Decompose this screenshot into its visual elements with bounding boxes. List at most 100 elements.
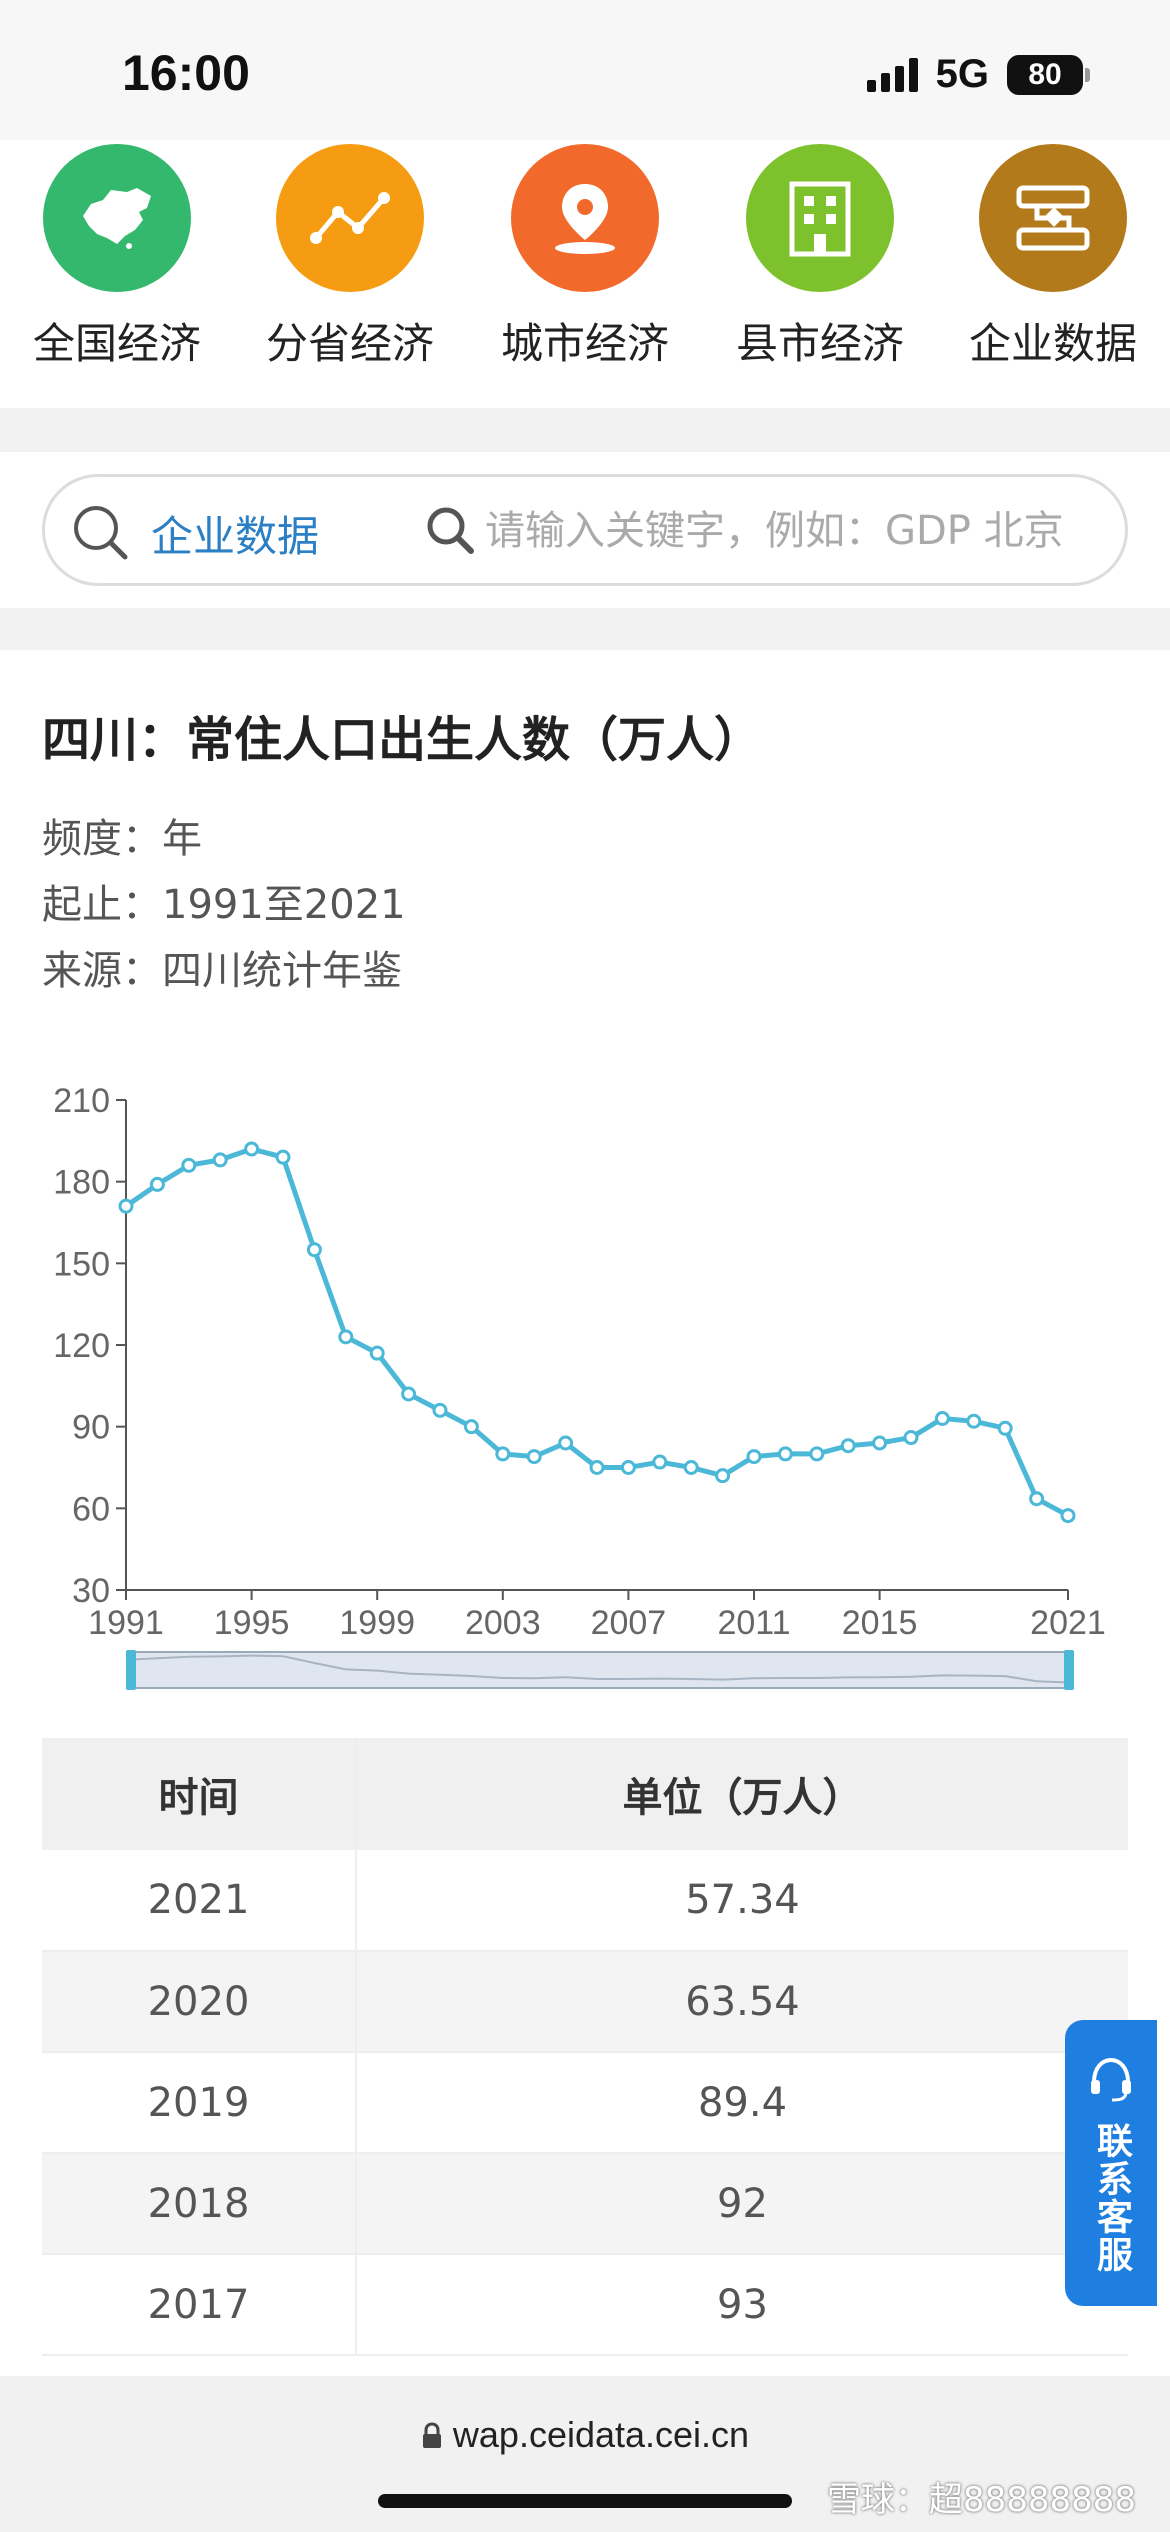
cell-value: 63.54 [356, 1951, 1128, 2053]
data-point [495, 1446, 511, 1462]
data-point [809, 1446, 825, 1462]
x-tick-label: 2003 [465, 1604, 541, 1642]
cell-year: 2017 [42, 2254, 357, 2356]
cell-year: 2021 [42, 1850, 357, 1952]
x-tick-label: 2011 [717, 1604, 790, 1642]
data-point [463, 1419, 479, 1435]
search-category-selector[interactable]: 企业数据 [151, 512, 320, 561]
search-bar[interactable]: 企业数据 [42, 474, 1128, 586]
data-point [840, 1438, 856, 1454]
table-header-row: 时间 单位（万人） [42, 1738, 1128, 1850]
search-input[interactable] [485, 497, 1125, 565]
table-row: 2019 89.4 [42, 2052, 1128, 2154]
nav-national-economy[interactable]: 全国经济 [22, 140, 212, 371]
data-point [275, 1149, 291, 1165]
home-indicator[interactable] [378, 2494, 792, 2508]
customer-service-label: 联系客服 [1091, 2122, 1132, 2274]
cell-year: 2019 [42, 2052, 357, 2154]
y-tick-label: 180 [53, 1164, 110, 1202]
status-time: 16:00 [122, 45, 250, 101]
nav-label: 分省经济 [265, 319, 434, 368]
y-tick-label: 150 [53, 1245, 110, 1283]
y-tick-label: 30 [72, 1572, 110, 1610]
range-slider-track [133, 1651, 1069, 1689]
page-title: 四川：常住人口出生人数（万人） [42, 712, 763, 768]
data-point [149, 1176, 165, 1192]
network-type: 5G [935, 52, 989, 96]
frequency-label: 频度：年 [42, 816, 202, 862]
battery-level: 80 [1007, 54, 1083, 95]
x-tick-label: 1999 [339, 1604, 415, 1642]
data-point [526, 1449, 542, 1465]
lock-icon [422, 2422, 441, 2448]
nav-label: 县市经济 [735, 319, 904, 368]
cell-year: 2020 [42, 1951, 357, 2053]
data-table: 时间 单位（万人） 2021 57.34 2020 63.54 2019 89.4 2018… [42, 1738, 1128, 2356]
china-map-icon [43, 144, 191, 292]
range-slider-handle-left[interactable] [126, 1650, 136, 1690]
headset-icon [1091, 2057, 1131, 2102]
data-point [558, 1435, 574, 1451]
data-point [966, 1413, 982, 1429]
range-slider-handle-right[interactable] [1064, 1650, 1074, 1690]
data-point [181, 1157, 197, 1173]
search-icon [427, 507, 474, 554]
enterprise-flow-icon [979, 144, 1127, 292]
search-icon [74, 506, 128, 560]
signal-icon [866, 57, 918, 92]
cell-value: 89.4 [356, 2052, 1128, 2154]
data-point [432, 1402, 448, 1418]
data-point [244, 1141, 260, 1157]
x-tick-label: 2007 [591, 1604, 667, 1642]
data-point [620, 1460, 636, 1475]
data-point [997, 1420, 1013, 1436]
customer-service-button[interactable]: 联系客服 [1065, 2020, 1157, 2306]
data-point [903, 1430, 919, 1446]
cell-value: 92 [356, 2153, 1128, 2255]
nav-label: 全国经济 [32, 319, 201, 368]
column-header-value: 单位（万人） [356, 1738, 1128, 1850]
data-point [652, 1454, 668, 1470]
x-tick-label: 1991 [88, 1604, 164, 1642]
line-trend-icon [276, 144, 424, 292]
data-point [1060, 1508, 1076, 1524]
data-point [715, 1468, 731, 1484]
nav-provincial-economy[interactable]: 分省经济 [255, 140, 445, 371]
table-row: 2020 63.54 [42, 1951, 1128, 2053]
data-point [401, 1386, 417, 1402]
nav-county-economy[interactable]: 县市经济 [725, 140, 915, 371]
url-text: wap.ceidata.cei.cn [452, 2414, 750, 2455]
column-header-time: 时间 [42, 1738, 357, 1850]
data-point [746, 1449, 762, 1465]
status-indicators: 5G 80 [866, 52, 1090, 97]
status-bar: 16:00 5G 80 [0, 0, 1170, 140]
url-bar[interactable]: wap.ceidata.cei.cn [0, 2414, 1170, 2456]
data-point [589, 1460, 605, 1475]
y-tick-label: 90 [72, 1409, 110, 1447]
source-label: 来源：四川统计年鉴 [42, 948, 402, 994]
y-tick-label: 210 [53, 1082, 110, 1120]
nav-label: 城市经济 [500, 319, 669, 368]
search-section: 企业数据 [0, 452, 1170, 608]
category-nav: 全国经济 分省经济 城市经济 县市经济 企业数据 [0, 140, 1170, 408]
data-point [777, 1446, 793, 1462]
data-point [683, 1460, 699, 1475]
data-point [338, 1329, 354, 1345]
location-pin-icon [511, 144, 659, 292]
nav-enterprise-data[interactable]: 企业数据 [958, 140, 1148, 371]
data-point [934, 1411, 950, 1426]
watermark: 雪球：超88888888 [826, 2480, 1136, 2520]
data-point [369, 1345, 385, 1361]
table-row: 2017 93 [42, 2254, 1128, 2356]
data-point [872, 1435, 888, 1451]
nav-city-economy[interactable]: 城市经济 [490, 140, 680, 371]
x-tick-label: 1995 [214, 1604, 290, 1642]
range-slider-preview [125, 1654, 1069, 1684]
cell-year: 2018 [42, 2153, 357, 2255]
x-tick-label: 2021 [1030, 1604, 1106, 1642]
table-row: 2018 92 [42, 2153, 1128, 2255]
y-tick-label: 60 [72, 1490, 110, 1528]
browser-bottom-bar: wap.ceidata.cei.cn 雪球：超88888888 [0, 2376, 1170, 2532]
y-tick-label: 120 [53, 1327, 110, 1365]
